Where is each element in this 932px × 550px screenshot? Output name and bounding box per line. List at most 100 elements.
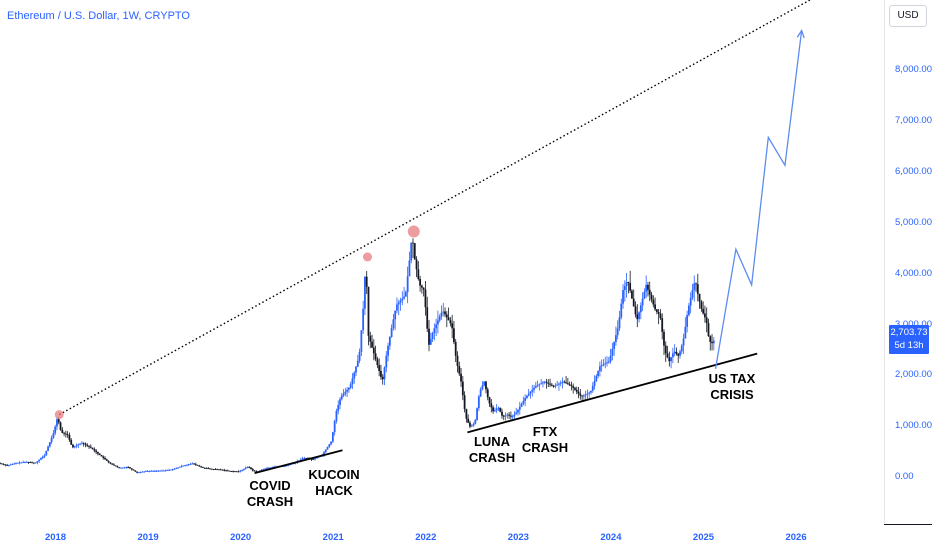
candle-body bbox=[194, 464, 197, 465]
candle-body bbox=[467, 418, 470, 423]
candle-body bbox=[492, 407, 494, 412]
candle-body bbox=[351, 378, 354, 385]
candle-body bbox=[89, 446, 92, 448]
candle-body bbox=[84, 443, 87, 445]
annotation-line: COVID bbox=[249, 478, 291, 493]
candle-body bbox=[9, 464, 12, 466]
candle-body bbox=[97, 452, 99, 454]
candle-body bbox=[408, 260, 411, 277]
candle-body bbox=[61, 429, 64, 433]
candle-body bbox=[696, 284, 699, 294]
candle-body bbox=[348, 387, 350, 390]
candle-body bbox=[600, 365, 603, 367]
candle-body bbox=[549, 383, 551, 385]
candle-body bbox=[349, 384, 352, 388]
candle-body bbox=[632, 298, 635, 307]
candle-body bbox=[581, 395, 583, 397]
candle-body bbox=[75, 445, 78, 447]
candle-body bbox=[191, 463, 194, 465]
candle-body bbox=[248, 466, 251, 468]
candle-body bbox=[686, 315, 689, 327]
candle-body bbox=[114, 465, 117, 467]
candle-body bbox=[477, 396, 480, 409]
candle-body bbox=[331, 432, 334, 442]
candle-body bbox=[237, 471, 240, 473]
candle-body bbox=[463, 395, 466, 409]
candle-body bbox=[109, 462, 112, 464]
candle-body bbox=[253, 470, 256, 472]
candle-body bbox=[52, 433, 55, 438]
candle-body bbox=[663, 331, 665, 346]
candle-body bbox=[251, 469, 254, 471]
candle-body bbox=[456, 355, 459, 366]
candle-body bbox=[654, 304, 656, 310]
candle-body bbox=[29, 462, 32, 464]
candle-body bbox=[111, 463, 114, 465]
candle-body bbox=[595, 376, 598, 381]
candle-body bbox=[426, 307, 429, 329]
candle-body bbox=[244, 467, 247, 469]
currency-button[interactable]: USD bbox=[889, 5, 927, 27]
candle-body bbox=[153, 470, 156, 472]
projection-path bbox=[714, 30, 803, 369]
candle-body bbox=[31, 462, 33, 464]
x-tick-label: 2024 bbox=[600, 532, 622, 543]
candle-body bbox=[420, 285, 423, 288]
candle-body bbox=[593, 380, 596, 386]
candle-body bbox=[437, 320, 439, 325]
candle-body bbox=[150, 470, 153, 472]
price-scale[interactable] bbox=[884, 0, 932, 524]
candle-body bbox=[113, 464, 115, 466]
candle-body bbox=[365, 276, 368, 287]
candle-body bbox=[648, 289, 651, 295]
candle-body bbox=[547, 382, 550, 384]
annotation-line: CRASH bbox=[521, 440, 569, 455]
candle-body bbox=[137, 472, 140, 474]
candle-body bbox=[324, 449, 327, 453]
candle-body bbox=[381, 376, 384, 380]
candle-body bbox=[554, 385, 557, 387]
candle-body bbox=[597, 371, 600, 377]
candle-body bbox=[458, 365, 461, 374]
candle-body bbox=[104, 457, 106, 460]
last-price-badge: 2,703.73 5d 13h bbox=[889, 325, 929, 354]
candle-body bbox=[460, 373, 462, 382]
candle-body bbox=[125, 467, 128, 468]
candle-body bbox=[390, 328, 393, 337]
projection-layer bbox=[714, 29, 805, 369]
candle-body bbox=[625, 282, 628, 287]
annotation-luna-crash: LUNA CRASH bbox=[469, 434, 515, 466]
candle-body bbox=[47, 446, 49, 451]
candle-body bbox=[604, 363, 607, 365]
candle-body bbox=[25, 462, 28, 463]
candle-body bbox=[27, 462, 30, 463]
candle-body bbox=[406, 276, 409, 292]
candle-body bbox=[524, 397, 527, 401]
candle-body bbox=[380, 370, 382, 377]
candle-body bbox=[232, 471, 235, 472]
candle-body bbox=[374, 353, 377, 360]
candle-body bbox=[470, 425, 473, 427]
resistance-trendline bbox=[58, 0, 811, 416]
candle-body bbox=[691, 289, 694, 298]
candle-body bbox=[558, 383, 560, 385]
candle-body bbox=[527, 393, 530, 396]
candle-body bbox=[627, 282, 630, 283]
candle-body bbox=[399, 300, 402, 303]
candle-body bbox=[70, 439, 73, 445]
candle-body bbox=[634, 306, 637, 315]
candle-body bbox=[447, 317, 450, 321]
candle-body bbox=[618, 317, 621, 329]
candle-body bbox=[534, 386, 537, 388]
candle-body bbox=[225, 470, 227, 472]
candle-body bbox=[445, 314, 448, 318]
candle-body bbox=[590, 390, 592, 393]
candle-body bbox=[486, 389, 489, 398]
candle-body bbox=[141, 471, 144, 473]
candle-body bbox=[228, 470, 231, 472]
candle-body bbox=[371, 341, 373, 348]
candle-body bbox=[623, 286, 626, 290]
candle-body bbox=[198, 465, 201, 467]
candle-body bbox=[80, 442, 83, 444]
